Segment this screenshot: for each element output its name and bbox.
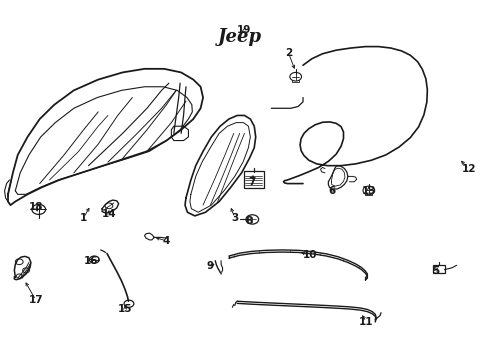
Text: 3: 3	[231, 213, 238, 222]
Text: 19: 19	[237, 25, 251, 35]
Text: 15: 15	[118, 304, 132, 314]
Text: 7: 7	[247, 177, 255, 187]
Text: 16: 16	[83, 256, 98, 266]
Text: 18: 18	[28, 202, 43, 212]
Text: 5: 5	[431, 266, 438, 276]
Text: 8: 8	[245, 216, 252, 226]
Text: 9: 9	[206, 261, 213, 271]
Text: 4: 4	[163, 236, 170, 246]
Text: 13: 13	[361, 186, 375, 196]
Text: 10: 10	[303, 250, 317, 260]
Text: 2: 2	[284, 48, 291, 58]
Text: 11: 11	[358, 317, 373, 327]
Text: 12: 12	[461, 164, 475, 174]
Text: 1: 1	[80, 213, 87, 222]
Text: 6: 6	[328, 186, 335, 196]
Text: 14: 14	[102, 209, 116, 219]
Text: 17: 17	[28, 295, 43, 305]
Text: Jeep: Jeep	[217, 28, 261, 46]
